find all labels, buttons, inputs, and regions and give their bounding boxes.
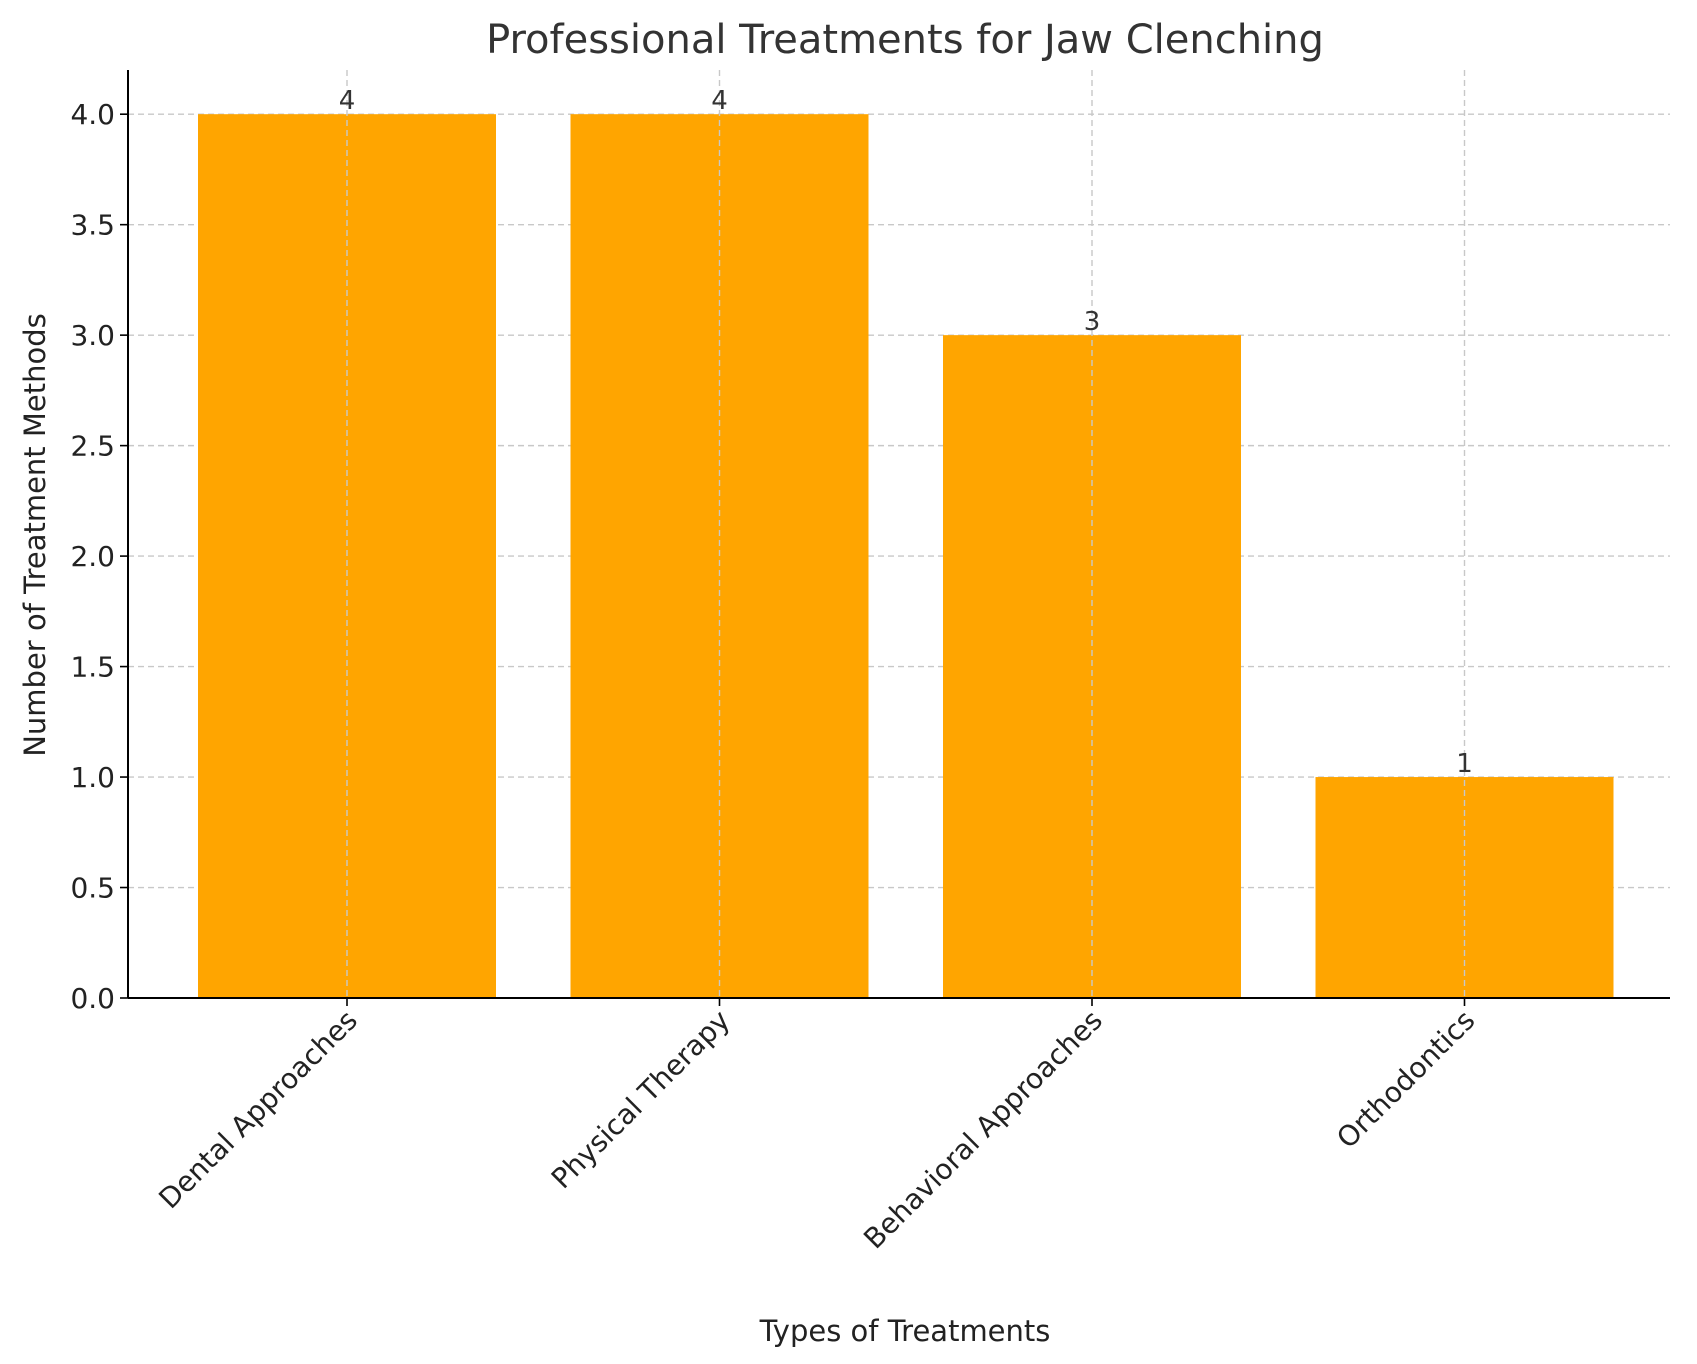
x-tick-label: Orthodontics [1330,1004,1481,1155]
y-tick-label: 1.5 [70,651,115,684]
x-tick-label: Behavioral Approaches [857,1004,1109,1256]
chart-title: Professional Treatments for Jaw Clenchin… [486,17,1324,63]
bar-value-label: 1 [1456,749,1473,779]
y-tick-label: 3.0 [70,319,115,352]
y-tick-label: 2.5 [70,430,115,463]
bar-value-labels: 4 4 3 1 [339,86,1473,779]
x-axis-ticks: Dental Approaches Physical Therapy Behavio… [152,998,1481,1255]
x-tick-label: Physical Therapy [545,1004,737,1196]
vertical-grid-lines [346,70,1466,998]
y-tick-label: 1.0 [70,761,115,794]
bar-value-label: 4 [711,86,728,116]
y-tick-label: 2.0 [70,540,115,573]
y-tick-label: 4.0 [70,98,115,131]
x-axis-title: Types of Treatments [759,1314,1051,1348]
y-tick-label: 3.5 [70,209,115,242]
y-tick-label: 0.5 [70,872,115,905]
y-tick-label: 0.0 [70,982,115,1015]
bar-value-label: 4 [339,86,356,116]
y-axis-ticks: 0.0 0.5 1.0 1.5 2.0 2.5 3.0 3.5 4.0 [70,98,128,1015]
y-axis-title: Number of Treatment Methods [18,313,52,757]
bar-value-label: 3 [1084,307,1101,337]
x-tick-label: Dental Approaches [152,1004,364,1216]
